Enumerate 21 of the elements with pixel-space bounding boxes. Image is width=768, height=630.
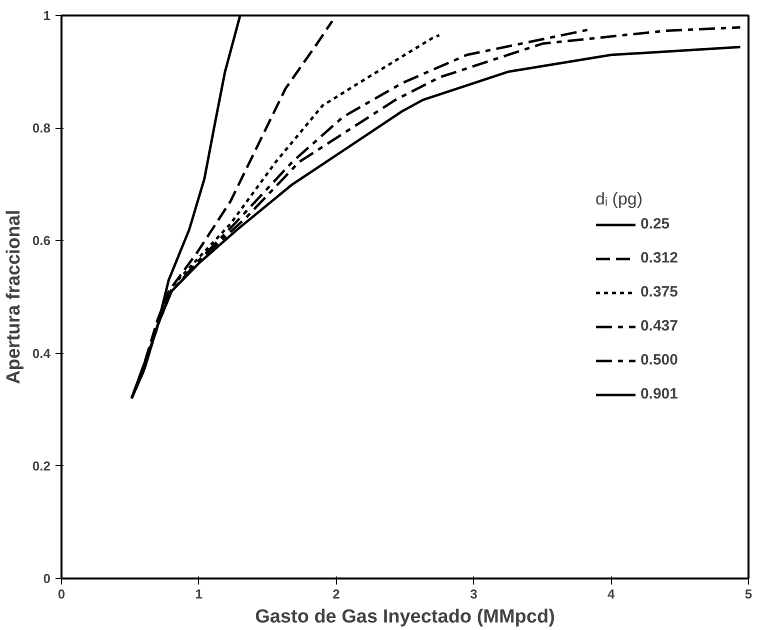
y-tick-label: 0.8 <box>32 120 51 136</box>
y-tick-label: 1 <box>43 8 51 23</box>
x-tick-label: 0 <box>58 586 66 602</box>
legend-label: 0.25 <box>640 216 670 232</box>
legend-label: 0.500 <box>640 352 678 368</box>
legend-label: 0.312 <box>640 250 678 266</box>
y-tick-label: 0.2 <box>32 458 51 474</box>
y-tick-label: 0.6 <box>32 233 51 248</box>
x-axis-title: Gasto de Gas Inyectado (MMpcd) <box>255 606 555 628</box>
legend-label: 0.437 <box>640 318 678 334</box>
y-tick-label: 0 <box>43 571 51 586</box>
legend-label: 0.901 <box>640 386 678 402</box>
x-tick-label: 1 <box>195 586 203 602</box>
x-tick-label: 3 <box>470 586 478 602</box>
x-tick-label: 4 <box>607 586 616 602</box>
legend-title: dᵢ (pg) <box>595 189 644 209</box>
y-axis-title: Apertura fraccional <box>3 210 24 384</box>
y-tick-label: 0.4 <box>32 346 52 361</box>
legend-label: 0.375 <box>640 284 678 300</box>
x-tick-label: 2 <box>332 586 340 602</box>
x-tick-label: 5 <box>744 586 752 602</box>
